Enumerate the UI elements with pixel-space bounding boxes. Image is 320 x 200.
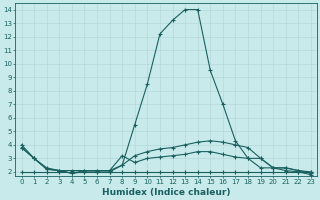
X-axis label: Humidex (Indice chaleur): Humidex (Indice chaleur) [102,188,230,197]
